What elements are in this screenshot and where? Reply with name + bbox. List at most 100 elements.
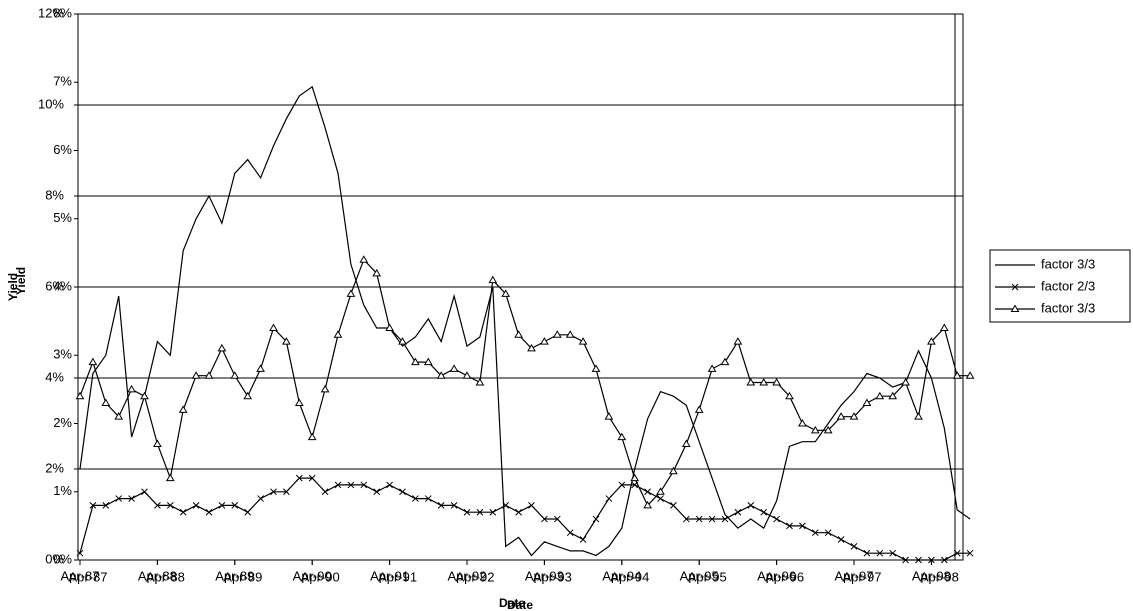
point-marker (449, 364, 459, 372)
point-marker (902, 556, 909, 564)
point-marker (204, 371, 214, 379)
point-marker (1010, 304, 1020, 312)
point-marker (231, 502, 239, 509)
x-tick-label: Apr-96 (757, 568, 796, 583)
point-marker (320, 384, 330, 393)
y-tick-label: 0% (45, 551, 64, 566)
point-marker (76, 549, 84, 557)
point-marker (334, 481, 342, 489)
legend-label: factor 3/3 (1041, 256, 1095, 271)
x-tick-label: Apr-88 (138, 568, 177, 583)
x-tick-label: Apr-90 (293, 568, 332, 583)
point-marker (140, 391, 149, 400)
point-marker (644, 488, 651, 496)
point-marker (875, 391, 885, 400)
point-marker (230, 371, 240, 379)
point-marker (101, 398, 111, 407)
point-marker (592, 515, 600, 523)
point-marker (618, 481, 626, 489)
y-tick-label: 1% (53, 483, 72, 498)
point-marker (669, 466, 678, 475)
point-marker (747, 502, 755, 509)
x-tick-label: Apr-97 (842, 569, 881, 584)
point-marker (928, 556, 935, 564)
point-marker (205, 508, 213, 516)
x-axis-title: Date (499, 596, 525, 610)
point-marker (617, 432, 627, 441)
x-tick-label: Apr-93 (525, 568, 564, 583)
point-marker (707, 364, 717, 372)
x-tick-label: Apr-98 (920, 569, 959, 584)
point-marker (256, 364, 265, 372)
point-marker (630, 473, 640, 482)
point-marker (386, 481, 393, 489)
point-marker (347, 481, 355, 489)
point-marker (965, 371, 975, 379)
point-marker (398, 337, 407, 345)
x-tick-label: Apr-88 (146, 569, 185, 584)
point-marker (115, 495, 123, 502)
y-tick-label: 5% (53, 210, 72, 225)
x-tick-label: Apr-92 (455, 569, 494, 584)
point-marker (888, 391, 898, 400)
point-marker (939, 323, 949, 331)
point-marker (412, 495, 419, 502)
point-marker (889, 549, 897, 557)
point-marker (307, 432, 317, 441)
point-marker (850, 542, 858, 550)
y-tick-label: 2% (53, 415, 72, 430)
point-marker (591, 364, 601, 372)
point-marker (527, 343, 536, 352)
point-marker (489, 508, 497, 516)
point-marker (682, 515, 690, 523)
point-marker (540, 337, 549, 345)
point-marker (773, 515, 780, 523)
point-marker (541, 515, 548, 523)
x-tick-label: Apr-92 (447, 568, 486, 583)
point-marker (759, 378, 769, 386)
point-marker (515, 508, 522, 516)
x-tick-label: Apr-91 (370, 568, 409, 583)
point-marker (475, 378, 485, 386)
point-marker (166, 502, 174, 509)
legend-label: factor 2/3 (1041, 278, 1095, 293)
point-marker (605, 495, 613, 502)
point-marker (849, 412, 859, 420)
point-marker (244, 508, 252, 516)
point-marker (862, 398, 872, 407)
point-marker (1011, 283, 1019, 291)
point-marker (734, 508, 742, 516)
y-tick-label: 6% (45, 278, 64, 293)
point-marker (372, 268, 382, 277)
x-tick-label: Apr-94 (610, 569, 649, 584)
point-marker (283, 488, 290, 496)
point-marker (359, 255, 369, 263)
point-marker (785, 391, 794, 400)
point-marker (308, 474, 316, 482)
point-marker (75, 391, 85, 400)
x-tick-label: Apr-97 (834, 568, 873, 583)
point-marker (165, 473, 175, 482)
x-tick-label: Apr-89 (223, 569, 262, 584)
point-marker (721, 515, 729, 523)
y-tick-label: 8% (53, 5, 72, 20)
point-marker (553, 515, 561, 523)
point-marker (810, 425, 820, 434)
point-marker (154, 502, 161, 509)
point-marker (772, 378, 781, 386)
point-marker (578, 337, 588, 345)
point-marker (565, 330, 575, 338)
point-marker (837, 536, 845, 543)
point-marker (786, 522, 793, 530)
point-marker (321, 488, 329, 496)
x-tick-label: Apr-98 (912, 568, 951, 583)
point-marker (799, 522, 806, 530)
point-marker (940, 556, 948, 564)
point-marker (670, 502, 677, 509)
y-tick-label: 0% (53, 551, 72, 566)
point-marker (153, 439, 162, 447)
point-marker (695, 515, 703, 523)
y-axis-title: Yield (14, 267, 28, 295)
x-tick-label: Apr-96 (765, 569, 804, 584)
point-marker (217, 343, 227, 352)
